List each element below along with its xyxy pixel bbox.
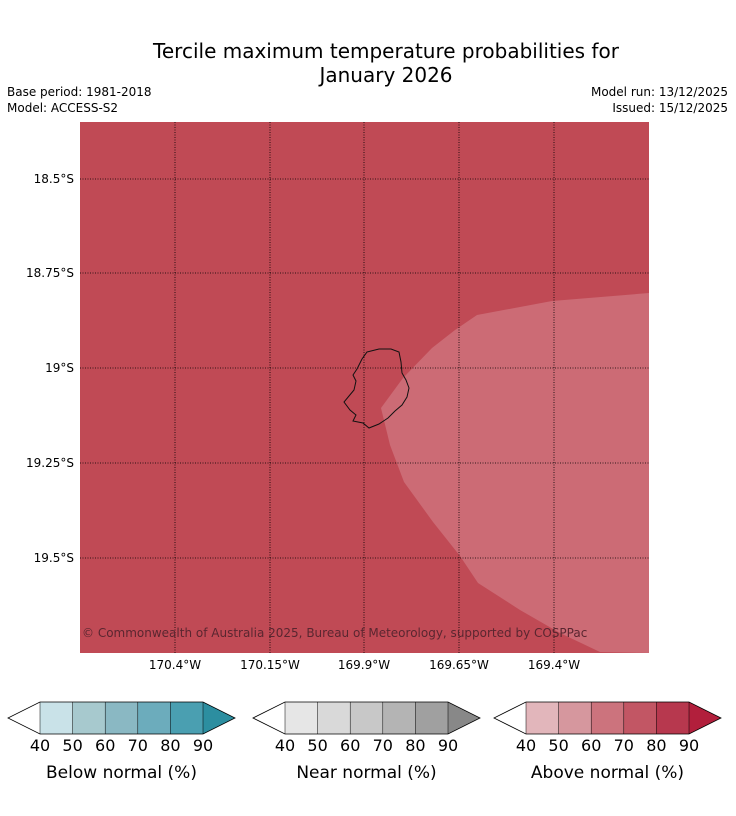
meta-right: Model run: 13/12/2025 Issued: 15/12/2025: [591, 84, 728, 116]
colorbars: 40 50 60 70 80 90 Below normal (%) 40 50 60 70 80 90…: [7, 701, 722, 783]
colorbar-segment: [105, 702, 139, 734]
lon-label: 169.4°W: [528, 658, 580, 672]
colorbar-extend-max: [448, 702, 480, 734]
colorbar-segment: [317, 702, 351, 734]
lat-label: 18.75°S: [26, 266, 74, 280]
lon-label: 170.15°W: [240, 658, 300, 672]
base-period: Base period: 1981-2018: [7, 85, 152, 99]
grid-lines: [80, 122, 649, 653]
colorbar-segment: [40, 702, 74, 734]
colorbar-above: 40 50 60 70 80 90 Above normal (%): [493, 701, 722, 783]
colorbar-tick-label: 90: [193, 736, 213, 755]
colorbar-extend-min: [494, 702, 526, 734]
lon-label: 170.4°W: [149, 658, 201, 672]
lon-label: 169.9°W: [338, 658, 390, 672]
colorbar-below: 40 50 60 70 80 90 Below normal (%): [7, 701, 236, 783]
colorbar-segment: [415, 702, 449, 734]
island-outline: [343, 348, 410, 429]
colorbar-extend-min: [253, 702, 285, 734]
colorbar-tick-label: 60: [340, 736, 360, 755]
colorbar-tick-label: 70: [128, 736, 148, 755]
lat-label: 19.5°S: [34, 551, 74, 565]
probability-region-lighter: [381, 293, 649, 653]
colorbar-segment: [350, 702, 384, 734]
colorbar-segment: [558, 702, 592, 734]
colorbar-tick-label: 90: [679, 736, 699, 755]
issued-date: Issued: 15/12/2025: [612, 101, 728, 115]
colorbar-segment: [591, 702, 625, 734]
colorbar-tick-label: 80: [405, 736, 425, 755]
longitude-labels: 170.4°W 170.15°W 169.9°W 169.65°W 169.4°W: [149, 658, 580, 672]
colorbar-extend-max: [203, 702, 235, 734]
title-line-1: Tercile maximum temperature probabilitie…: [153, 39, 619, 63]
colorbar-tick-label: 40: [30, 736, 50, 755]
colorbar-segment: [526, 702, 560, 734]
colorbar-tick-label: 40: [275, 736, 295, 755]
colorbar-extend-max: [689, 702, 721, 734]
model-name: Model: ACCESS-S2: [7, 101, 119, 115]
colorbar-segment: [72, 702, 106, 734]
colorbar-tick-label: 60: [95, 736, 115, 755]
model-run: Model run: 13/12/2025: [590, 85, 728, 99]
copyright-notice: © Commonwealth of Australia 2025, Bureau…: [82, 626, 587, 640]
map-title: Tercile maximum temperature probabilitie…: [0, 39, 736, 87]
colorbar-tick-label: 70: [373, 736, 393, 755]
colorbar-tick-label: 90: [438, 736, 458, 755]
colorbar-tick-label: 60: [581, 736, 601, 755]
colorbar-label: Above normal (%): [531, 763, 684, 783]
colorbar-tick-label: 80: [646, 736, 666, 755]
colorbar-segment: [285, 702, 319, 734]
lon-label: 169.65°W: [429, 658, 489, 672]
lat-label: 19°S: [45, 361, 74, 375]
colorbar-segment: [137, 702, 171, 734]
colorbar-tick-label: 80: [160, 736, 180, 755]
lat-label: 18.5°S: [34, 172, 74, 186]
lat-label: 19.25°S: [26, 456, 74, 470]
colorbar-tick-label: 50: [62, 736, 82, 755]
latitude-labels: 18.5°S 18.75°S 19°S 19.25°S 19.5°S: [26, 172, 74, 565]
meta-left: Base period: 1981-2018 Model: ACCESS-S2: [7, 84, 152, 116]
colorbar-segment: [170, 702, 204, 734]
colorbar-tick-label: 50: [307, 736, 327, 755]
colorbar-tick-label: 40: [516, 736, 536, 755]
colorbar-extend-min: [8, 702, 40, 734]
colorbar-tick-label: 50: [548, 736, 568, 755]
colorbar-segment: [623, 702, 657, 734]
title-line-2: January 2026: [319, 63, 453, 87]
colorbar-tick-label: 70: [614, 736, 634, 755]
colorbar-label: Below normal (%): [46, 763, 197, 783]
colorbar-segment: [656, 702, 690, 734]
colorbar-segment: [382, 702, 416, 734]
colorbar-label: Near normal (%): [296, 763, 436, 783]
